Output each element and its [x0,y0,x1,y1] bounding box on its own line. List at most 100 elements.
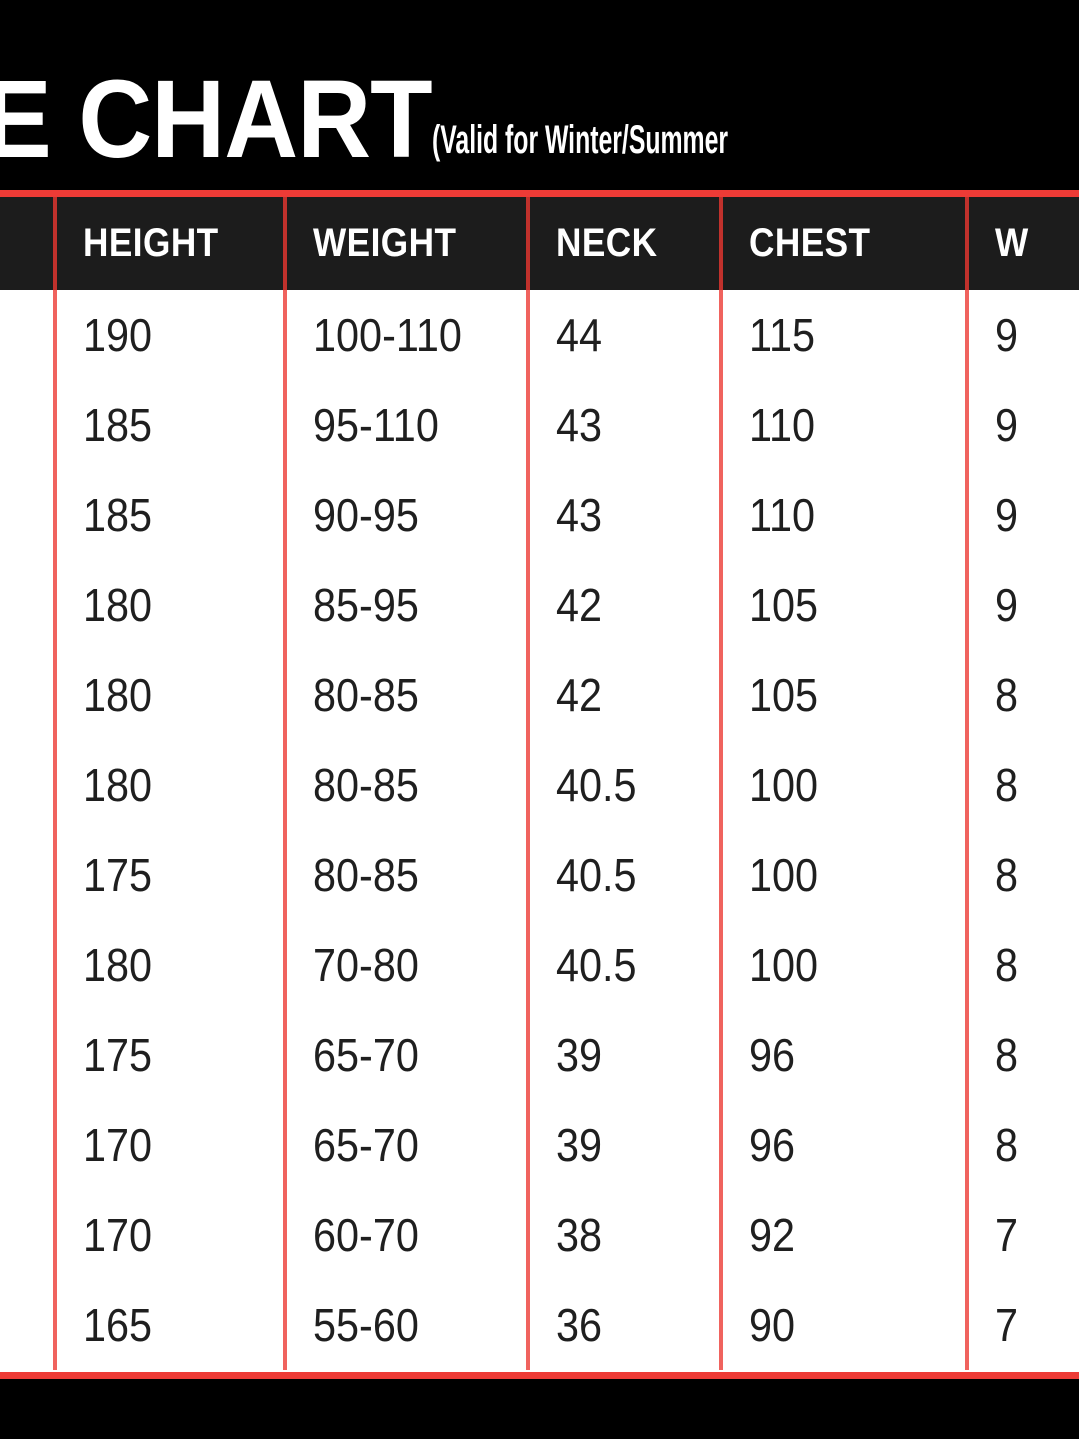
cell-chest-value: 100 [749,759,819,811]
cell-chest-value: 110 [749,399,816,451]
cell-waist-value: 9 [994,579,1018,631]
cell-weight: 65-70 [287,1100,531,1190]
cell-waist: 9 [969,290,1079,380]
cell-neck-value: 39 [556,1029,603,1081]
cell-neck-value: 42 [556,669,603,721]
cell-neck-value: 40.5 [556,849,637,901]
cell-waist: 9 [969,380,1079,470]
cell-weight-value: 100-110 [312,309,462,361]
cell-weight: 65-70 [287,1010,531,1100]
cell-waist-value: 9 [994,399,1018,451]
cell-waist: 7 [969,1280,1079,1370]
table-header-row: E HEIGHT WEIGHT NECK CHEST W [0,197,1079,290]
cell-waist: 8 [969,650,1079,740]
cell-size: L [0,380,58,470]
column-header-weight-label: WEIGHT [312,221,457,265]
cell-height-value: 180 [83,669,153,721]
cell-waist-value: 9 [994,309,1018,361]
cell-neck: 39 [530,1100,724,1190]
cell-waist: 8 [969,1010,1079,1100]
cell-chest: 100 [723,830,969,920]
column-header-neck-label: NECK [556,221,658,265]
cell-waist-value: 8 [994,1119,1018,1171]
cell-waist: 8 [969,1100,1079,1190]
cell-neck-value: 44 [556,309,603,361]
cell-neck-value: 36 [556,1299,603,1351]
cell-waist-value: 8 [994,669,1018,721]
column-header-waist-label: W [994,221,1029,265]
cell-neck: 43 [530,470,724,560]
cell-chest: 105 [723,560,969,650]
cell-chest-value: 92 [749,1209,796,1261]
cell-size [0,1100,58,1190]
cell-waist-value: 8 [994,939,1018,991]
cell-height: 170 [57,1100,287,1190]
bottom-black-band [0,1379,1079,1439]
table-row: 170 65-70 39 96 8 [0,1100,1079,1190]
cell-neck: 40.5 [530,920,724,1010]
column-header-size: E [0,197,58,290]
cell-chest-value: 110 [749,489,816,541]
cell-neck: 44 [530,290,724,380]
cell-weight: 70-80 [287,920,531,1010]
column-header-height: HEIGHT [57,197,287,290]
cell-size [0,1280,58,1370]
cell-waist-value: 8 [994,759,1018,811]
cell-waist-value: 7 [994,1209,1018,1261]
cell-waist-value: 9 [994,489,1018,541]
cell-chest-value: 100 [749,939,819,991]
cell-weight: 80-85 [287,740,531,830]
cell-neck: 42 [530,560,724,650]
table-row: 175 80-85 40.5 100 8 [0,830,1079,920]
column-header-neck: NECK [530,197,724,290]
cell-height-value: 180 [83,939,153,991]
cell-waist: 8 [969,740,1079,830]
cell-chest: 100 [723,740,969,830]
cell-weight-value: 80-85 [312,759,419,811]
cell-neck-value: 39 [556,1119,603,1171]
cell-chest: 105 [723,650,969,740]
cell-height-value: 180 [83,759,153,811]
cell-weight-value: 80-85 [312,849,419,901]
column-header-chest: CHEST [723,197,969,290]
cell-size [0,1190,58,1280]
cell-neck: 39 [530,1010,724,1100]
cell-height: 180 [57,560,287,650]
cell-size: XL [0,290,58,380]
column-header-waist: W [969,197,1079,290]
cell-weight-value: 65-70 [312,1119,419,1171]
cell-height-value: 170 [83,1119,153,1171]
cell-waist-value: 8 [994,849,1018,901]
cell-neck-value: 40.5 [556,939,637,991]
cell-chest: 96 [723,1100,969,1190]
cell-weight: 60-70 [287,1190,531,1280]
cell-weight: 95-110 [287,380,531,470]
table-row: L 185 95-110 43 110 9 [0,380,1079,470]
cell-size [0,740,58,830]
table-row: 180 80-85 40.5 100 8 [0,740,1079,830]
cell-weight: 85-95 [287,560,531,650]
table-row: 175 65-70 39 96 8 [0,1010,1079,1100]
cell-height-value: 185 [83,399,153,451]
cell-waist: 8 [969,920,1079,1010]
cell-height-value: 180 [83,579,153,631]
cell-size [0,920,58,1010]
cell-weight-value: 60-70 [312,1209,419,1261]
cell-height-value: 165 [83,1299,153,1351]
cell-height-value: 175 [83,1029,153,1081]
cell-weight-value: 55-60 [312,1299,419,1351]
table-row: 185 90-95 43 110 9 [0,470,1079,560]
cell-size [0,830,58,920]
cell-chest: 115 [723,290,969,380]
cell-weight-value: 85-95 [312,579,419,631]
cell-neck: 42 [530,650,724,740]
title-band: ZE CHART (Valid for Winter/Summer [0,0,1079,190]
cell-height: 165 [57,1280,287,1370]
cell-waist: 8 [969,830,1079,920]
page-title: ZE CHART [0,58,433,181]
cell-height: 180 [57,740,287,830]
cell-waist: 7 [969,1190,1079,1280]
page-subtitle: (Valid for Winter/Summer [432,118,729,162]
cell-neck-value: 43 [556,399,603,451]
